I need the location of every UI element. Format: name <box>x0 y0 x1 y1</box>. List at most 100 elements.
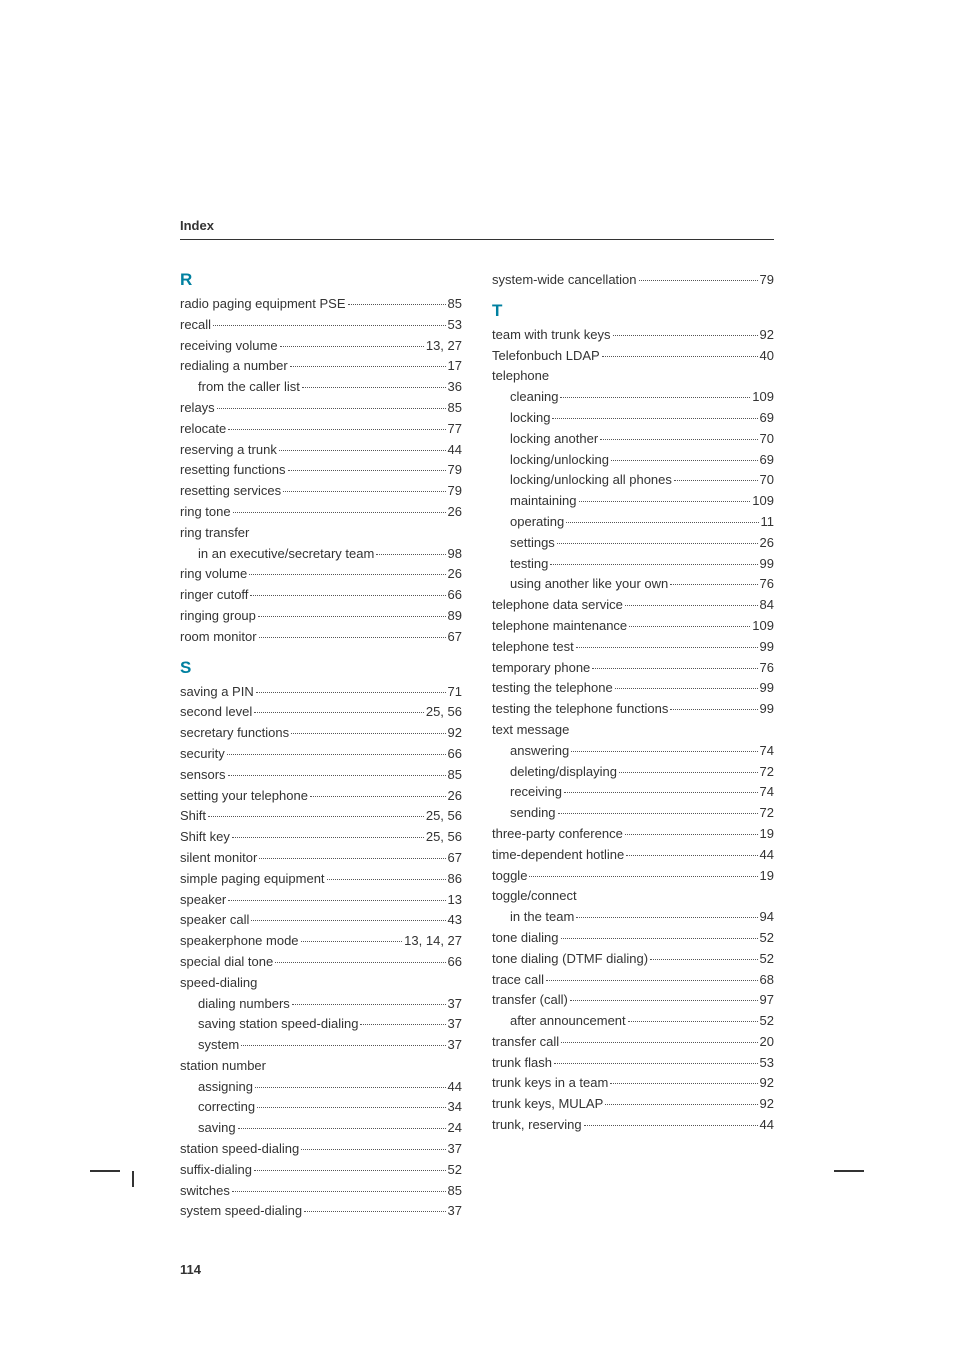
entry-label: speakerphone mode <box>180 931 299 952</box>
entry-label: toggle <box>492 866 527 887</box>
leader-dots <box>254 1170 446 1171</box>
entry-page: 66 <box>448 744 462 765</box>
index-entry: operating11 <box>492 512 774 533</box>
entry-page: 109 <box>752 387 774 408</box>
entry-page: 37 <box>448 1014 462 1035</box>
entry-page: 26 <box>448 786 462 807</box>
entry-label: relays <box>180 398 215 419</box>
entry-label: simple paging equipment <box>180 869 325 890</box>
index-entry: station number <box>180 1056 462 1077</box>
index-entry: speed-dialing <box>180 973 462 994</box>
leader-dots <box>257 1107 445 1108</box>
entry-page: 67 <box>448 627 462 648</box>
entry-label: system <box>198 1035 239 1056</box>
index-entry: secretary functions92 <box>180 723 462 744</box>
entry-page: 34 <box>448 1097 462 1118</box>
entry-label: Shift key <box>180 827 230 848</box>
leader-dots <box>546 980 758 981</box>
index-entry: trace call68 <box>492 970 774 991</box>
entry-page: 44 <box>760 1115 774 1136</box>
entry-page: 69 <box>760 408 774 429</box>
leader-dots <box>592 668 757 669</box>
index-entry: telephone maintenance109 <box>492 616 774 637</box>
entry-label: setting your telephone <box>180 786 308 807</box>
entry-page: 52 <box>760 1011 774 1032</box>
index-entry: suffix-dialing52 <box>180 1160 462 1181</box>
index-entry: tone dialing52 <box>492 928 774 949</box>
index-entry: recall53 <box>180 315 462 336</box>
index-entry: after announcement 52 <box>492 1011 774 1032</box>
index-entry: sensors85 <box>180 765 462 786</box>
entry-page: 85 <box>448 765 462 786</box>
index-entry: trunk keys in a team92 <box>492 1073 774 1094</box>
index-entry: resetting services79 <box>180 481 462 502</box>
entry-page: 24 <box>448 1118 462 1139</box>
entry-label: telephone <box>492 366 549 387</box>
leader-dots <box>292 1004 446 1005</box>
entry-label: from the caller list <box>198 377 300 398</box>
entry-page: 44 <box>760 845 774 866</box>
entry-label: system speed-dialing <box>180 1201 302 1222</box>
index-entry: toggle19 <box>492 866 774 887</box>
index-entry: dialing numbers37 <box>180 994 462 1015</box>
index-entry: ringing group89 <box>180 606 462 627</box>
entry-label: speaker <box>180 890 226 911</box>
entry-label: station number <box>180 1056 266 1077</box>
index-entry: maintaining109 <box>492 491 774 512</box>
leader-dots <box>360 1024 445 1025</box>
entry-label: speed-dialing <box>180 973 257 994</box>
leader-dots <box>602 356 758 357</box>
index-entry: answering74 <box>492 741 774 762</box>
index-entry: special dial tone66 <box>180 952 462 973</box>
leader-dots <box>302 387 446 388</box>
entry-label: testing the telephone functions <box>492 699 668 720</box>
leader-dots <box>291 733 445 734</box>
index-entry: correcting34 <box>180 1097 462 1118</box>
entry-label: telephone maintenance <box>492 616 627 637</box>
entry-label: toggle/connect <box>492 886 577 907</box>
entry-label: operating <box>510 512 564 533</box>
entry-page: 92 <box>760 325 774 346</box>
leader-dots <box>613 335 758 336</box>
entry-label: resetting services <box>180 481 281 502</box>
entry-page: 86 <box>448 869 462 890</box>
entry-label: locking another <box>510 429 598 450</box>
section-letter: T <box>492 301 774 321</box>
entry-label: trunk keys, MULAP <box>492 1094 603 1115</box>
leader-dots <box>275 962 445 963</box>
leader-dots <box>279 450 446 451</box>
entry-label: special dial tone <box>180 952 273 973</box>
entry-label: suffix-dialing <box>180 1160 252 1181</box>
leader-dots <box>619 772 758 773</box>
index-entry: in an executive/secretary team98 <box>180 544 462 565</box>
index-entry: security66 <box>180 744 462 765</box>
index-entry: deleting/displaying72 <box>492 762 774 783</box>
index-entry: speakerphone mode13, 14, 27 <box>180 931 462 952</box>
entry-page: 72 <box>760 803 774 824</box>
entry-label: answering <box>510 741 569 762</box>
entry-page: 44 <box>448 440 462 461</box>
leader-dots <box>241 1045 445 1046</box>
leader-dots <box>304 1211 445 1212</box>
entry-label: ring volume <box>180 564 247 585</box>
header-section: Index <box>180 218 774 240</box>
crop-mark <box>834 1170 864 1172</box>
index-entry: radio paging equipment PSE85 <box>180 294 462 315</box>
leader-dots <box>258 616 446 617</box>
leader-dots <box>576 917 757 918</box>
entry-label: secretary functions <box>180 723 289 744</box>
entry-label: reserving a trunk <box>180 440 277 461</box>
leader-dots <box>625 605 758 606</box>
entry-page: 94 <box>760 907 774 928</box>
entry-label: after announcement <box>510 1011 626 1032</box>
entry-label: saving <box>198 1118 236 1139</box>
index-entry: testing the telephone99 <box>492 678 774 699</box>
index-entry: relays85 <box>180 398 462 419</box>
index-entry: system speed-dialing37 <box>180 1201 462 1222</box>
entry-page: 37 <box>448 994 462 1015</box>
leader-dots <box>558 813 758 814</box>
index-entry: time-dependent hotline44 <box>492 845 774 866</box>
index-entry: transfer (call)97 <box>492 990 774 1011</box>
entry-label: team with trunk keys <box>492 325 611 346</box>
index-entry: three-party conference19 <box>492 824 774 845</box>
